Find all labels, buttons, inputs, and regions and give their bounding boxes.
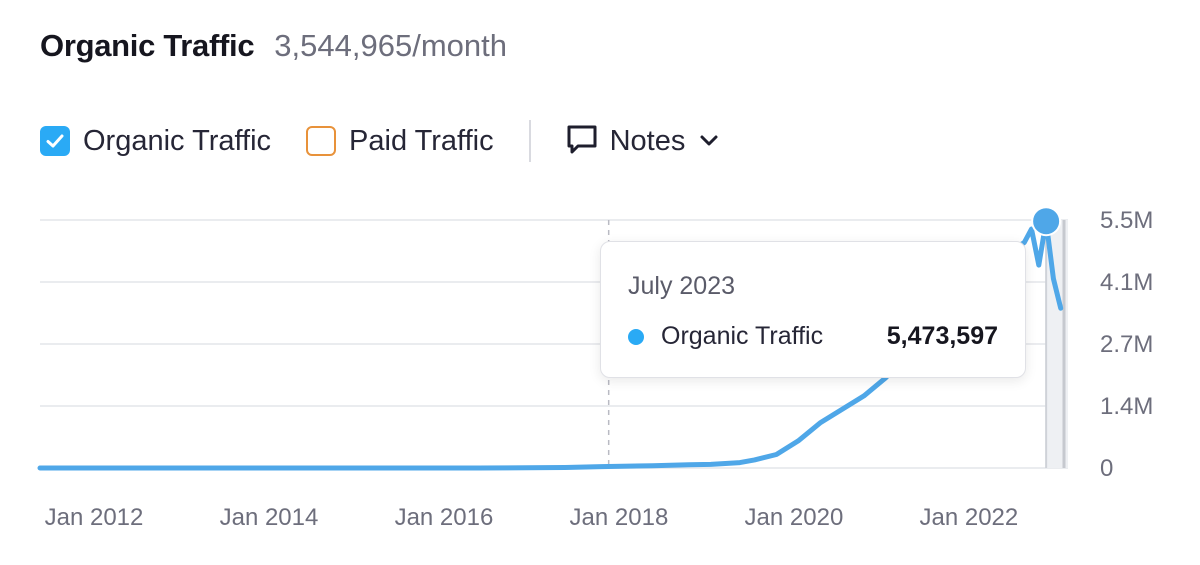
legend-organic-traffic[interactable]: Organic Traffic xyxy=(40,125,271,158)
highlight-point xyxy=(1031,206,1062,237)
x-tick-label: Jan 2016 xyxy=(395,504,494,531)
chart-tooltip: July 2023 Organic Traffic 5,473,597 xyxy=(600,241,1026,378)
y-tick-label: 0 xyxy=(1100,455,1113,482)
tooltip-row: Organic Traffic 5,473,597 xyxy=(628,322,998,351)
y-tick-label: 4.1M xyxy=(1100,269,1153,296)
tooltip-series-name: Organic Traffic xyxy=(661,322,824,350)
chevron-down-icon xyxy=(699,134,719,148)
tooltip-date: July 2023 xyxy=(628,272,736,300)
period-band xyxy=(1045,220,1068,468)
tooltip-series-dot xyxy=(628,328,644,345)
tooltip-value: 5,473,597 xyxy=(886,322,998,350)
legend-paid-traffic[interactable]: Paid Traffic xyxy=(306,125,494,158)
x-axis: Jan 2012 Jan 2014 Jan 2016 Jan 2018 Jan 2020… xyxy=(45,504,1019,531)
legend-paid-label: Paid Traffic xyxy=(349,124,494,157)
comment-icon xyxy=(566,124,598,159)
legend-organic-label: Organic Traffic xyxy=(83,124,272,157)
checkbox-checked-icon[interactable] xyxy=(40,126,70,156)
x-tick-label: Jan 2012 xyxy=(45,504,144,531)
x-tick-label: Jan 2022 xyxy=(920,504,1019,531)
y-axis: 0 1.4M 2.7M 4.1M 5.5M xyxy=(1100,207,1153,482)
chart-header: Organic Traffic 3,544,965/month xyxy=(40,28,507,64)
x-tick-label: Jan 2020 xyxy=(745,504,844,531)
x-tick-label: Jan 2018 xyxy=(570,504,669,531)
notes-label: Notes xyxy=(609,124,686,157)
x-tick-label: Jan 2014 xyxy=(220,504,319,531)
y-tick-label: 2.7M xyxy=(1100,331,1153,358)
checkbox-unchecked-icon[interactable] xyxy=(306,126,337,156)
notes-dropdown[interactable]: Notes xyxy=(566,124,720,159)
y-tick-label: 5.5M xyxy=(1100,207,1153,234)
chart-title: Organic Traffic xyxy=(40,28,255,63)
y-tick-label: 1.4M xyxy=(1100,393,1153,420)
traffic-per-month: 3,544,965/month xyxy=(274,28,507,63)
markers xyxy=(1031,206,1062,237)
legend-divider xyxy=(528,120,531,162)
legend-bar: Organic Traffic Paid Traffic Notes xyxy=(40,120,719,162)
